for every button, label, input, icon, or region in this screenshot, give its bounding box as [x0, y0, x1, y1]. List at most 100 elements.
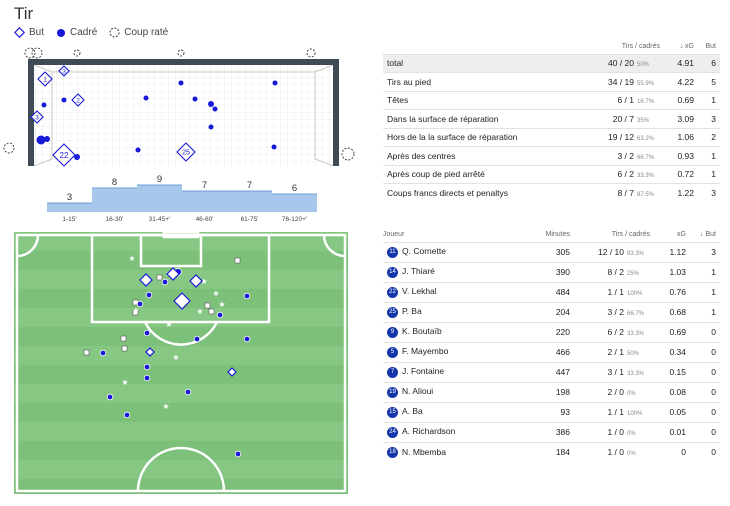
- on-target-shot[interactable]: [136, 300, 144, 308]
- missed-shot[interactable]: [121, 345, 128, 352]
- table-row[interactable]: total 40 / 20 50% 4.91 6: [383, 53, 720, 73]
- missed-shot-star[interactable]: ★: [172, 353, 179, 362]
- goal-shot[interactable]: [166, 267, 180, 281]
- missed-shot-star[interactable]: ★: [121, 378, 128, 387]
- missed-shot-star[interactable]: ★: [196, 307, 203, 316]
- table-row[interactable]: Hors de la la surface de réparation 19 / …: [383, 127, 720, 147]
- legend-on-target[interactable]: Cadré: [56, 27, 97, 38]
- player-name[interactable]: N. Mbemba: [402, 446, 446, 457]
- goal-shot[interactable]: [139, 273, 153, 287]
- col-goals[interactable]: ↓ But: [700, 231, 716, 239]
- goal-shot[interactable]: [189, 274, 203, 288]
- missed-shot-star[interactable]: ★: [128, 254, 135, 263]
- missed-shot[interactable]: [177, 49, 185, 57]
- time-bar[interactable]: [47, 203, 92, 212]
- table-row[interactable]: 18 N. Mbemba 184 1 / 0 0% 0 0: [383, 441, 720, 462]
- table-row[interactable]: 5 F. Mayembo 466 2 / 1 50% 0.34 0: [383, 341, 720, 362]
- goal-shot[interactable]: [58, 65, 70, 77]
- missed-shot-star[interactable]: ★: [212, 289, 219, 298]
- on-target-shot[interactable]: [135, 147, 141, 153]
- player-name[interactable]: J. Fontaine: [402, 366, 445, 377]
- player-name[interactable]: A. Richardson: [402, 426, 456, 437]
- goal-shot[interactable]: [227, 367, 237, 377]
- goal-shot[interactable]: [37, 71, 53, 87]
- table-row[interactable]: Après coup de pied arrêté 6 / 2 33.3% 0.72 1: [383, 164, 720, 184]
- missed-shot[interactable]: [208, 308, 215, 315]
- on-target-shot[interactable]: [143, 329, 151, 337]
- on-target-shot[interactable]: [106, 393, 114, 401]
- table-row[interactable]: 11 Q. Cornette 305 12 / 10 83.3% 1.12 3: [383, 241, 720, 262]
- col-minutes[interactable]: Minutes: [545, 231, 570, 239]
- player-name[interactable]: Q. Cornette: [402, 246, 446, 257]
- on-target-shot[interactable]: [243, 292, 251, 300]
- on-target-shot[interactable]: [216, 311, 224, 319]
- table-row[interactable]: Têtes 6 / 1 16.7% 0.69 1: [383, 90, 720, 110]
- missed-shot[interactable]: [3, 142, 15, 154]
- missed-shot[interactable]: [120, 335, 127, 342]
- missed-shot[interactable]: [306, 48, 316, 58]
- table-row[interactable]: Coups francs directs et penaltys 8 / 7 87.…: [383, 183, 720, 202]
- missed-shot-star[interactable]: ★: [200, 277, 207, 286]
- table-row[interactable]: Tirs au pied 34 / 19 55.9% 4.22 5: [383, 72, 720, 91]
- on-target-shot[interactable]: [99, 349, 107, 357]
- table-row[interactable]: Après des centres 3 / 2 66.7% 0.93 1: [383, 146, 720, 165]
- table-row[interactable]: 22 V. Lekhal 484 1 / 1 100% 0.76 1: [383, 281, 720, 302]
- goal-shot[interactable]: [30, 110, 44, 124]
- goal-shot[interactable]: [173, 292, 191, 310]
- goal-shot[interactable]: [145, 347, 155, 357]
- on-target-shot[interactable]: [143, 363, 151, 371]
- col-goals[interactable]: But: [705, 43, 716, 51]
- col-shots[interactable]: Tirs / cadrés: [611, 231, 650, 239]
- missed-shot-star[interactable]: ★: [162, 402, 169, 411]
- missed-shot[interactable]: [73, 49, 81, 57]
- missed-shot-star[interactable]: ★: [218, 300, 225, 309]
- goal-shot[interactable]: [71, 93, 85, 107]
- missed-shot[interactable]: [31, 47, 43, 59]
- legend-goal[interactable]: But: [14, 27, 44, 38]
- missed-shot[interactable]: [341, 147, 355, 161]
- table-row[interactable]: 24 A. Richardson 386 1 / 0 0% 0.01 0: [383, 421, 720, 442]
- time-bar[interactable]: [227, 191, 272, 212]
- missed-shot[interactable]: [83, 349, 90, 356]
- time-bar[interactable]: [137, 185, 182, 212]
- time-bar[interactable]: [272, 194, 317, 212]
- missed-shot-star[interactable]: ★: [132, 306, 139, 315]
- on-target-shot[interactable]: [192, 96, 198, 102]
- col-xg[interactable]: xG: [677, 231, 686, 239]
- on-target-shot[interactable]: [61, 97, 67, 103]
- player-name[interactable]: N. Alioui: [402, 386, 434, 397]
- missed-shot[interactable]: [24, 47, 36, 59]
- player-name[interactable]: K. Boutaïb: [402, 326, 442, 337]
- time-bar[interactable]: [92, 188, 137, 212]
- player-name[interactable]: A. Ba: [402, 406, 423, 417]
- table-row[interactable]: 9 K. Boutaïb 220 6 / 2 33.3% 0.69 0: [383, 321, 720, 342]
- player-name[interactable]: V. Lekhal: [402, 286, 437, 297]
- missed-shot[interactable]: [156, 274, 163, 281]
- on-target-shot[interactable]: [234, 450, 242, 458]
- on-target-shot[interactable]: [212, 106, 218, 112]
- table-row[interactable]: 19 N. Alioui 198 2 / 0 0% 0.08 0: [383, 381, 720, 402]
- table-row[interactable]: 7 J. Fontaine 447 3 / 1 33.3% 0.15 0: [383, 361, 720, 382]
- on-target-shot[interactable]: [36, 135, 46, 145]
- col-player[interactable]: Joueur: [383, 231, 405, 239]
- table-row[interactable]: Dans la surface de réparation 20 / 7 35% 3.…: [383, 109, 720, 128]
- on-target-shot[interactable]: [44, 136, 50, 142]
- on-target-shot[interactable]: [271, 144, 277, 150]
- col-xg[interactable]: ↓ xG: [679, 43, 694, 51]
- table-row[interactable]: 25 P. Ba 204 3 / 2 66.7% 0.68 1: [383, 301, 720, 322]
- on-target-shot[interactable]: [74, 154, 80, 160]
- on-target-shot[interactable]: [123, 411, 131, 419]
- on-target-shot[interactable]: [41, 102, 47, 108]
- on-target-shot[interactable]: [272, 80, 278, 86]
- on-target-shot[interactable]: [184, 388, 192, 396]
- on-target-shot[interactable]: [178, 80, 184, 86]
- on-target-shot[interactable]: [143, 374, 151, 382]
- time-bar[interactable]: [182, 191, 227, 212]
- missed-shot[interactable]: [204, 302, 211, 309]
- on-target-shot[interactable]: [161, 278, 169, 286]
- legend-missed[interactable]: Coup raté: [109, 27, 168, 38]
- on-target-shot[interactable]: [208, 101, 214, 107]
- missed-shot[interactable]: [132, 309, 139, 316]
- table-row[interactable]: 15 A. Ba 93 1 / 1 100% 0.05 0: [383, 401, 720, 422]
- col-shots[interactable]: Tirs / cadrés: [621, 43, 660, 51]
